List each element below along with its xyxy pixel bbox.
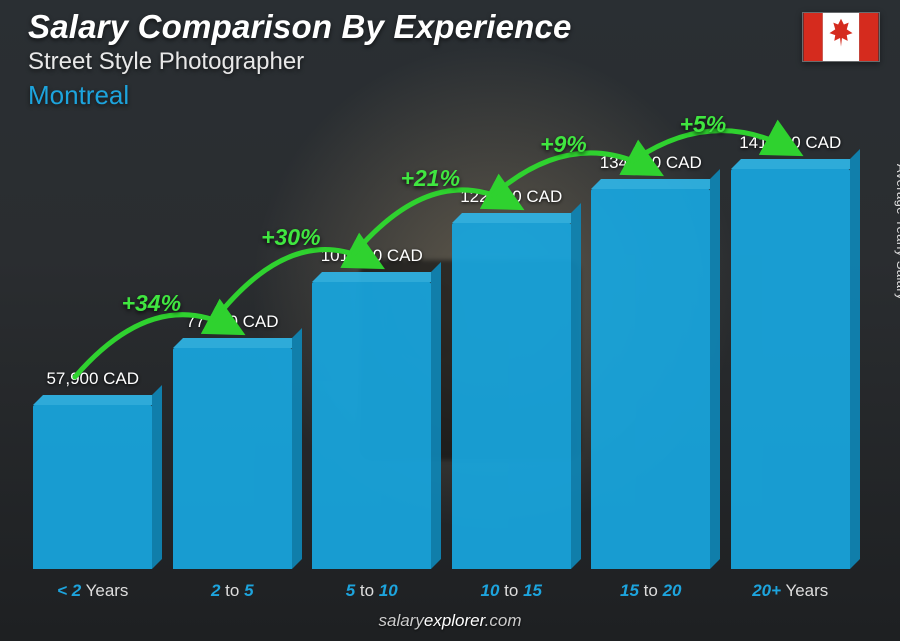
footer-host: explorer bbox=[424, 611, 485, 630]
canada-flag-icon bbox=[802, 12, 880, 62]
increase-label: +34% bbox=[122, 290, 181, 317]
header: Salary Comparison By Experience Street S… bbox=[28, 8, 800, 111]
source-footer: salaryexplorer.com bbox=[0, 611, 900, 631]
increase-label: +5% bbox=[680, 111, 727, 138]
footer-suffix: .com bbox=[485, 611, 522, 630]
increase-label: +9% bbox=[540, 131, 587, 158]
footer-prefix: salary bbox=[379, 611, 424, 630]
city-label: Montreal bbox=[28, 80, 800, 111]
job-title: Street Style Photographer bbox=[28, 48, 800, 76]
page-title: Salary Comparison By Experience bbox=[28, 8, 800, 46]
increase-label: +30% bbox=[261, 224, 320, 251]
y-axis-label: Average Yearly Salary bbox=[894, 164, 900, 300]
increase-label: +21% bbox=[401, 165, 460, 192]
infographic-canvas: Salary Comparison By Experience Street S… bbox=[0, 0, 900, 641]
